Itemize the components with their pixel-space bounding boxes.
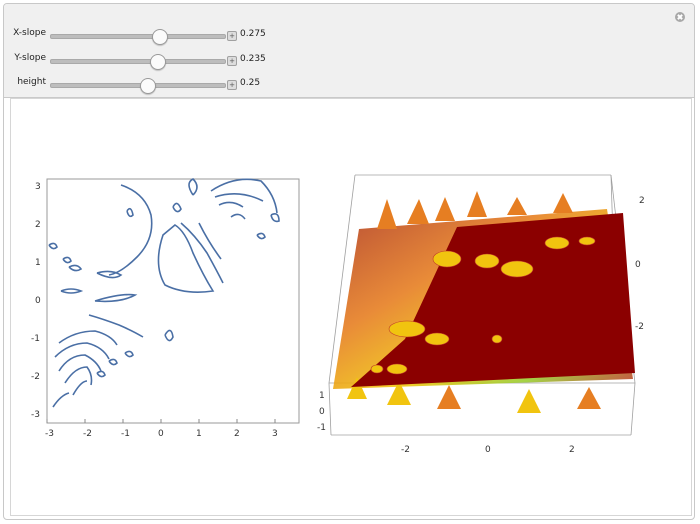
- height-slider-thumb[interactable]: [139, 78, 156, 94]
- x-slope-value: 0.275: [240, 29, 266, 39]
- contour-x-tick-label: -3: [45, 429, 54, 439]
- contour-y-tick-label: -3: [31, 410, 40, 420]
- height-plane: [351, 213, 635, 387]
- y-slope-label: Y-slope: [14, 53, 46, 63]
- close-icon[interactable]: [675, 12, 685, 22]
- y-slope-expand-button[interactable]: +: [227, 56, 237, 66]
- height-slider[interactable]: [50, 78, 226, 94]
- surface-axis-labels: -2 0 2 2 0 -2 1 0 -1: [317, 196, 645, 455]
- contour-x-tick-label: 0: [158, 429, 164, 439]
- contour-y-tick-label: 2: [35, 220, 41, 230]
- height-control: height + 0.25: [4, 75, 304, 95]
- contour-plot-frame: [46, 178, 300, 424]
- height-label: height: [17, 77, 46, 87]
- contour-y-tick-label: 1: [35, 258, 41, 268]
- contour-x-tick-label: -1: [121, 429, 130, 439]
- y-slope-value: 0.235: [240, 54, 266, 64]
- contour-plot: -3 -2 -1 0 1 2 3 3 2 1 0 -1 -2 -3: [31, 178, 300, 439]
- contour-x-tick-label: -2: [83, 429, 92, 439]
- surface-z-tick-label: -2: [635, 322, 644, 332]
- y-slope-slider[interactable]: [50, 54, 226, 70]
- y-slope-control: Y-slope + 0.235: [4, 51, 304, 71]
- contour-x-tick-label: 2: [234, 429, 240, 439]
- surface-x-tick-label: 0: [485, 445, 491, 455]
- contour-y-tick-label: -1: [31, 334, 40, 344]
- height-value: 0.25: [240, 78, 261, 88]
- contour-y-ticks: 3 2 1 0 -1 -2 -3: [31, 182, 41, 420]
- surface-left-tick-label: -1: [317, 423, 326, 433]
- contour-y-tick-label: 3: [35, 182, 41, 192]
- surface-z-tick-label: 0: [635, 260, 641, 270]
- contour-x-ticks: -3 -2 -1 0 1 2 3: [45, 419, 278, 439]
- surface-peaks: [347, 191, 601, 413]
- surface-z-tick-label: 2: [639, 196, 645, 206]
- x-slope-label: X-slope: [13, 28, 46, 38]
- contour-lines: [48, 178, 280, 408]
- x-slope-slider-thumb[interactable]: [151, 29, 168, 45]
- surface-left-tick-label: 0: [319, 407, 325, 417]
- contour-x-tick-label: 1: [196, 429, 202, 439]
- surface-left-tick-label: 1: [319, 391, 325, 401]
- surface-plot: -2 0 2 2 0 -2 1 0 -1: [317, 174, 645, 455]
- contour-y-tick-label: 0: [35, 296, 41, 306]
- y-slope-slider-thumb[interactable]: [150, 54, 167, 70]
- contour-y-tick-label: -2: [31, 372, 40, 382]
- surface-x-tick-label: -2: [401, 445, 410, 455]
- surface-x-tick-label: 2: [569, 445, 575, 455]
- controls-panel: X-slope + 0.275 Y-slope + 0.235 height +…: [4, 4, 694, 98]
- surface-bumps: [370, 236, 596, 375]
- height-expand-button[interactable]: +: [227, 80, 237, 90]
- output-pane: -3 -2 -1 0 1 2 3 3 2 1 0 -1 -2 -3: [10, 98, 692, 516]
- x-slope-slider[interactable]: [50, 29, 226, 45]
- x-slope-control: X-slope + 0.275: [4, 26, 304, 46]
- x-slope-expand-button[interactable]: +: [227, 31, 237, 41]
- contour-x-tick-label: 3: [272, 429, 278, 439]
